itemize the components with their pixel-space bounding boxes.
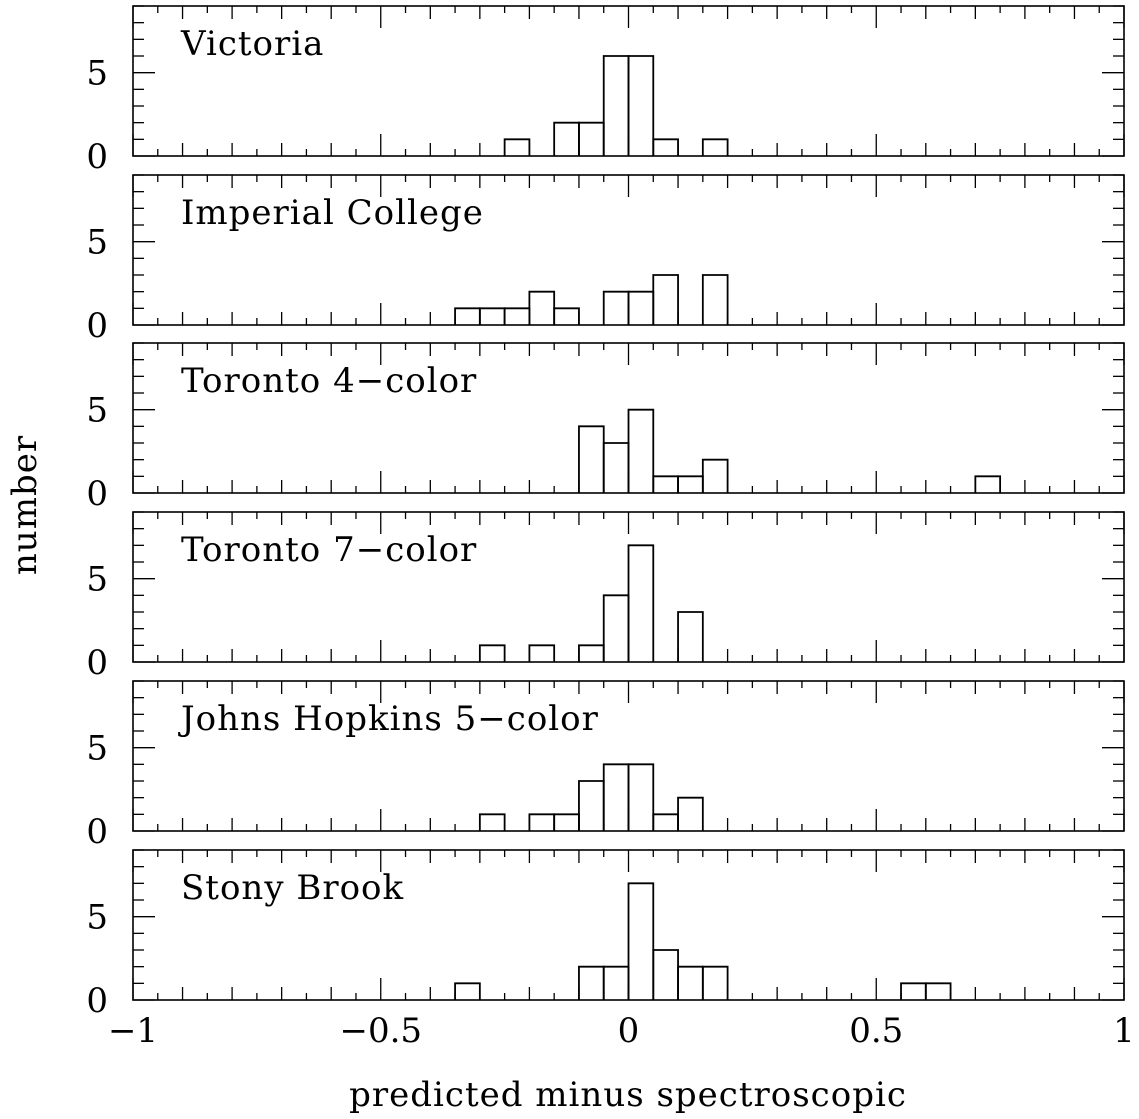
histogram-bin xyxy=(602,965,630,1000)
histogram-bin xyxy=(627,763,655,831)
y-tick-label: 0 xyxy=(86,306,108,346)
histogram-bin xyxy=(627,408,655,493)
histogram-bin xyxy=(553,813,580,831)
histogram-bin xyxy=(528,290,556,325)
histogram-bin xyxy=(627,882,655,1000)
histogram-bin xyxy=(900,982,927,1000)
histogram-bin xyxy=(652,813,679,831)
panel-label: Johns Hopkins 5−color xyxy=(178,699,599,739)
histogram-bin xyxy=(627,544,655,662)
histogram-bin xyxy=(677,475,704,493)
histogram-bin xyxy=(602,594,630,662)
panel-3: 0 5 Toronto 4−color xyxy=(86,342,1125,514)
histogram-bin xyxy=(578,644,605,662)
x-axis-title: predicted minus spectroscopic xyxy=(349,1075,907,1115)
panel-label: Imperial College xyxy=(181,193,484,233)
x-tick-label: 1 xyxy=(1113,1011,1135,1051)
histogram-bin xyxy=(602,55,630,156)
panel-label: Toronto 7−color xyxy=(181,530,477,570)
histogram-bin xyxy=(974,475,1002,493)
histogram-bin xyxy=(701,138,729,156)
histogram-bin xyxy=(578,121,605,156)
panel-label: Stony Brook xyxy=(181,868,404,908)
histogram-bin xyxy=(627,55,655,156)
histogram-bin xyxy=(677,965,704,1000)
histogram-bin xyxy=(528,644,556,662)
y-tick-label: 0 xyxy=(86,643,108,683)
y-tick-label: 5 xyxy=(86,223,108,263)
y-tick-label: 0 xyxy=(86,137,108,177)
y-tick-label: 5 xyxy=(86,54,108,94)
histogram-bin xyxy=(478,307,506,325)
histogram-bin xyxy=(701,458,729,493)
panels-group: 0 5 Victoria 0 5 Imperial College 0 5 Toronto 4−… xyxy=(86,5,1135,1051)
histogram-bin xyxy=(602,442,630,493)
histogram-bin xyxy=(652,949,679,1000)
x-tick-label: 0 xyxy=(618,1011,640,1051)
y-tick-label: 5 xyxy=(86,560,108,600)
y-axis-title: number xyxy=(5,435,45,575)
histogram-bin xyxy=(478,813,506,831)
panel-4: 0 5 Toronto 7−color xyxy=(86,511,1125,683)
y-tick-label: 0 xyxy=(86,474,108,514)
histogram-bin xyxy=(553,307,580,325)
histogram-bin xyxy=(528,813,556,831)
histogram-bin xyxy=(652,475,679,493)
panel-label: Victoria xyxy=(180,24,324,64)
panel-6: 0 5 Stony Brook xyxy=(86,849,1125,1021)
histogram-bin xyxy=(677,796,704,831)
histogram-bin xyxy=(602,290,630,325)
y-tick-label: 0 xyxy=(86,812,108,852)
histogram-bin xyxy=(578,425,605,493)
panel-2: 0 5 Imperial College xyxy=(86,174,1125,346)
histogram-bin xyxy=(924,982,952,1000)
y-tick-label: 0 xyxy=(86,981,108,1021)
x-tick-label: −0.5 xyxy=(339,1011,422,1051)
histogram-bin xyxy=(602,763,630,831)
panel-label: Toronto 4−color xyxy=(181,361,477,401)
x-tick-label: 0.5 xyxy=(849,1011,903,1051)
x-tick-label: −1 xyxy=(108,1011,158,1051)
y-tick-label: 5 xyxy=(86,898,108,938)
y-tick-label: 5 xyxy=(86,391,108,431)
histogram-bin xyxy=(652,138,679,156)
histogram-bin xyxy=(677,611,704,662)
panel-1: 0 5 Victoria xyxy=(86,5,1125,177)
histogram-bin xyxy=(627,290,655,325)
histogram-bin xyxy=(503,307,531,325)
y-tick-label: 5 xyxy=(86,729,108,769)
histogram-bin xyxy=(478,644,506,662)
histogram-bin xyxy=(553,121,580,156)
histogram-bin xyxy=(701,274,729,325)
histogram-bin xyxy=(454,982,481,1000)
panel-5: 0 5 Johns Hopkins 5−color xyxy=(86,680,1125,852)
histogram-bin xyxy=(454,307,481,325)
histogram-bin xyxy=(578,965,605,1000)
histogram-bin xyxy=(578,780,605,831)
histogram-bin xyxy=(701,965,729,1000)
histogram-bin xyxy=(652,274,679,325)
histogram-bin xyxy=(503,138,531,156)
